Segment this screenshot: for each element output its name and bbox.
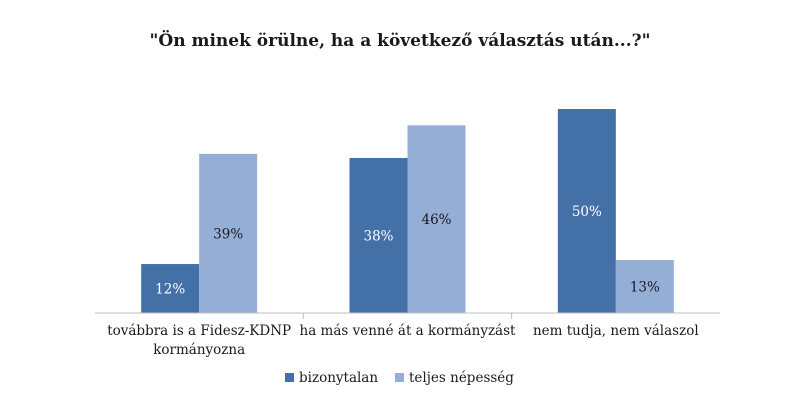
category-label: ha más venné át a kormányzást	[300, 323, 517, 339]
bar-bizonytalan-2	[557, 109, 616, 313]
legend-label: bizonytalan	[299, 370, 378, 386]
data-label: 50%	[572, 204, 602, 220]
data-label: 46%	[421, 212, 451, 228]
legend-swatch	[395, 373, 404, 382]
bar-bizonytalan-0	[141, 264, 200, 313]
bar-teljes-népesség-2	[615, 259, 674, 313]
bar-teljes-népesség-1	[407, 125, 466, 313]
bar-teljes-népesség-0	[199, 153, 258, 313]
category-label: nem tudja, nem válaszol	[533, 323, 699, 339]
category-label: kormányozna	[153, 342, 245, 358]
legend: bizonytalan teljes népesség	[285, 370, 514, 386]
data-label: 12%	[155, 282, 185, 298]
plot-area: 12% 39% 38% 46% 50% 13%	[141, 109, 674, 319]
legend-swatch	[285, 373, 294, 382]
chart-title: "Ön minek örülne, ha a következő választ…	[150, 30, 651, 51]
data-label: 39%	[213, 226, 243, 242]
bar-bizonytalan-1	[349, 157, 408, 313]
data-label: 38%	[363, 228, 393, 244]
category-labels: továbbra is a Fidesz-KDNP kormányozna ha m…	[107, 323, 698, 358]
legend-label: teljes népesség	[409, 370, 514, 386]
category-label: továbbra is a Fidesz-KDNP	[107, 323, 291, 339]
data-label: 13%	[630, 279, 660, 295]
